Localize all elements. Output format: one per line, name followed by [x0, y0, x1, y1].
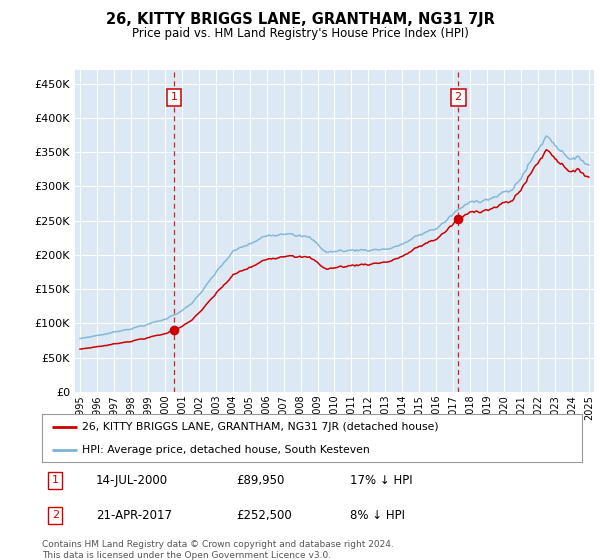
Text: HPI: Average price, detached house, South Kesteven: HPI: Average price, detached house, Sout… [83, 445, 370, 455]
Text: 14-JUL-2000: 14-JUL-2000 [96, 474, 168, 487]
Text: £89,950: £89,950 [236, 474, 285, 487]
Text: 1: 1 [170, 92, 178, 102]
Text: Price paid vs. HM Land Registry's House Price Index (HPI): Price paid vs. HM Land Registry's House … [131, 27, 469, 40]
Text: 26, KITTY BRIGGS LANE, GRANTHAM, NG31 7JR: 26, KITTY BRIGGS LANE, GRANTHAM, NG31 7J… [106, 12, 494, 27]
Text: 26, KITTY BRIGGS LANE, GRANTHAM, NG31 7JR (detached house): 26, KITTY BRIGGS LANE, GRANTHAM, NG31 7J… [83, 422, 439, 432]
Text: 2: 2 [455, 92, 462, 102]
Text: £252,500: £252,500 [236, 508, 292, 522]
Text: 2: 2 [52, 510, 59, 520]
Text: Contains HM Land Registry data © Crown copyright and database right 2024.
This d: Contains HM Land Registry data © Crown c… [42, 540, 394, 560]
Text: 1: 1 [52, 475, 59, 485]
Text: 8% ↓ HPI: 8% ↓ HPI [350, 508, 405, 522]
Text: 17% ↓ HPI: 17% ↓ HPI [350, 474, 412, 487]
Text: 21-APR-2017: 21-APR-2017 [96, 508, 172, 522]
